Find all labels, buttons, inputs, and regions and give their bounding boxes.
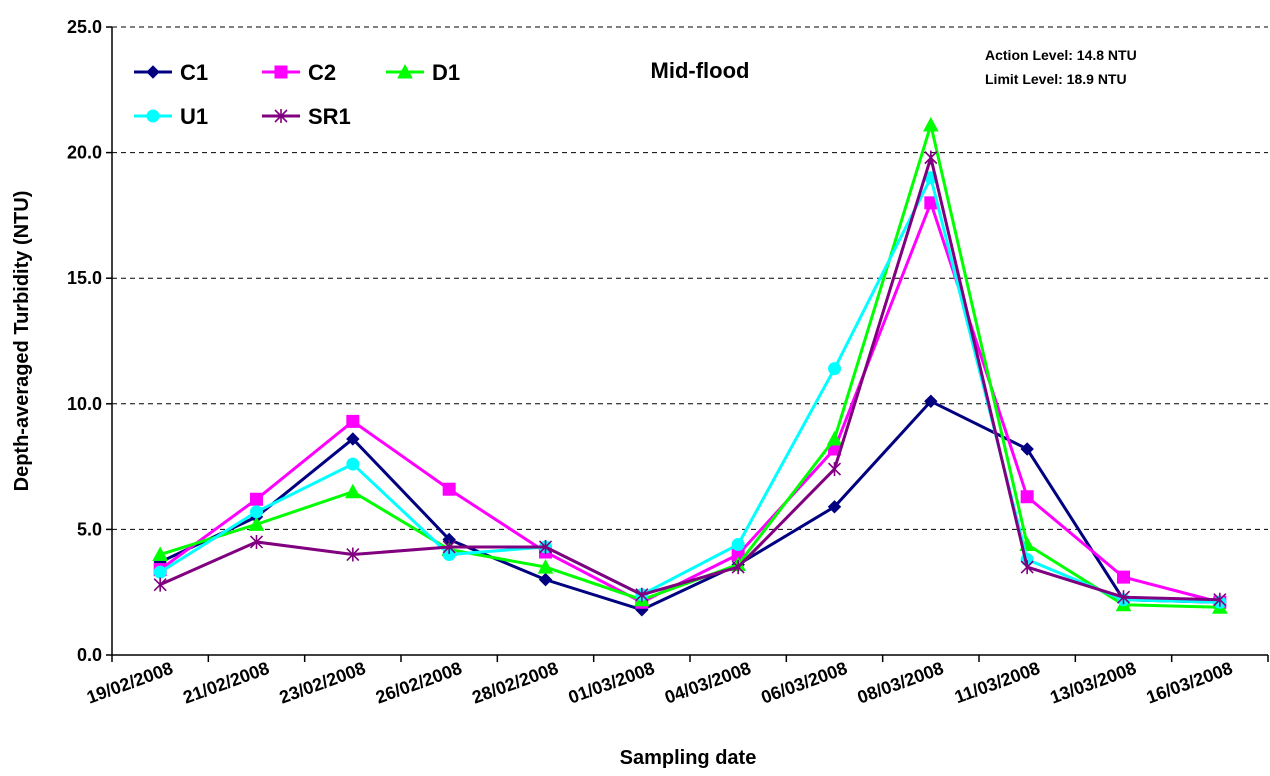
data-point-sr1 (827, 462, 842, 477)
legend-label: SR1 (308, 104, 351, 129)
legend-label: C1 (180, 60, 208, 85)
data-point-d1 (344, 483, 361, 499)
chart-title: Mid-flood (651, 58, 750, 83)
data-point-c1 (924, 394, 938, 408)
legend: C1 C2 D1 U1 SR1 (134, 60, 460, 129)
axes (106, 26, 1269, 662)
data-point-d1 (537, 559, 554, 574)
data-point-sr1 (538, 539, 553, 554)
y-tick-label: 20.0 (67, 143, 102, 163)
data-point-sr1 (731, 560, 745, 575)
legend-item-sr1: SR1 (262, 104, 351, 129)
data-point-c2 (1020, 490, 1034, 504)
data-point-u1 (731, 537, 745, 551)
data-point-sr1 (924, 150, 938, 165)
legend-item-c2: C2 (262, 60, 336, 85)
x-tick-label: 21/02/2008 (180, 658, 272, 708)
data-point-sr1 (346, 547, 360, 562)
data-point-sr1 (442, 539, 456, 554)
x-tick-label: 11/03/2008 (952, 658, 1043, 707)
x-tick-label: 23/02/2008 (277, 658, 369, 708)
data-point-c1 (1020, 442, 1034, 456)
data-point-c2 (346, 414, 360, 428)
x-tick-label: 06/03/2008 (758, 658, 850, 708)
legend-marker (146, 65, 160, 79)
x-tick-label: 01/03/2008 (566, 658, 658, 708)
y-tick-label: 25.0 (67, 17, 102, 37)
legend-marker (146, 109, 160, 123)
data-point-c1 (827, 500, 842, 514)
data-point-u1 (346, 457, 360, 471)
data-point-sr1 (249, 534, 264, 549)
data-point-c2 (1117, 570, 1130, 584)
legend-marker (274, 65, 288, 79)
y-tick-labels: 0.0 5.0 10.0 15.0 20.0 25.0 (67, 17, 102, 665)
data-point-sr1 (1213, 592, 1227, 607)
series-line-u1 (159, 173, 1220, 604)
y-axis-title: Depth-averaged Turbidity (NTU) (11, 191, 33, 492)
x-tick-label: 28/02/2008 (469, 658, 561, 708)
action-level-note: Action Level: 14.8 NTU (985, 47, 1137, 63)
data-point-d1 (922, 116, 939, 132)
data-point-d1 (152, 546, 169, 562)
data-point-sr1 (153, 577, 167, 592)
legend-marker (397, 63, 413, 79)
data-point-c1 (538, 572, 553, 587)
x-tick-label: 16/03/2008 (1144, 658, 1236, 708)
data-point-d1 (248, 516, 265, 531)
legend-item-d1: D1 (386, 60, 460, 85)
data-point-d1 (826, 430, 843, 446)
series-line-c2 (159, 198, 1221, 604)
legend-marker (274, 109, 288, 123)
x-tick-label: 08/03/2008 (855, 658, 947, 708)
data-point-u1 (153, 565, 167, 579)
series-c2 (153, 196, 1227, 609)
legend-item-c1: C1 (134, 60, 208, 85)
x-tick-label: 13/03/2008 (1047, 658, 1139, 708)
x-tick-label: 19/02/2008 (84, 658, 176, 708)
data-point-sr1 (1020, 560, 1034, 575)
series-line-c1 (159, 399, 1220, 612)
series-line-d1 (159, 119, 1220, 609)
x-tick-label: 26/02/2008 (373, 658, 465, 708)
series-line-sr1 (159, 151, 1220, 602)
grid-lines (112, 26, 1268, 530)
legend-label: C2 (308, 60, 336, 85)
limit-level-note: Limit Level: 18.9 NTU (985, 71, 1127, 87)
x-tick-label: 04/03/2008 (662, 658, 754, 708)
data-point-u1 (250, 505, 263, 519)
y-tick-label: 10.0 (67, 394, 102, 414)
data-point-u1 (828, 362, 841, 376)
series-sr1 (153, 150, 1227, 607)
data-point-c2 (442, 482, 456, 496)
series-u1 (153, 171, 1227, 609)
x-tick-labels: 19/02/2008 21/02/2008 23/02/2008 26/02/2008… (84, 658, 1235, 708)
series-lines (152, 116, 1228, 617)
legend-label: D1 (432, 60, 460, 85)
series-d1 (152, 116, 1228, 614)
y-tick-label: 15.0 (67, 268, 102, 288)
legend-item-u1: U1 (134, 104, 208, 129)
legend-label: U1 (180, 104, 208, 129)
x-axis-title: Sampling date (620, 747, 757, 769)
data-point-sr1 (635, 587, 649, 602)
y-tick-label: 5.0 (77, 519, 102, 539)
data-point-c1 (346, 432, 360, 446)
data-point-c2 (250, 492, 263, 506)
y-tick-label: 0.0 (77, 645, 102, 665)
data-point-sr1 (1116, 590, 1131, 605)
